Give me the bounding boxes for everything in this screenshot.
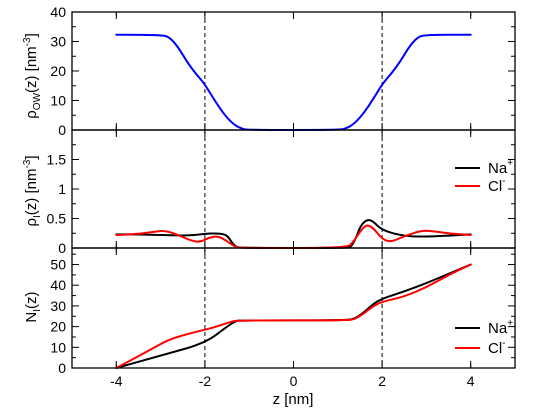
x-tick-label: 2 <box>378 373 386 389</box>
y-label-bot-base: N <box>23 312 40 323</box>
x-axis-label: z [nm] <box>273 391 314 408</box>
legend-cl-name-middle: Cl <box>488 178 502 195</box>
y-tick-label: 50 <box>50 257 66 273</box>
y-label-top-sup: -3 <box>22 37 33 46</box>
y-tick-label: 20 <box>50 63 66 79</box>
series-line-density-0 <box>115 33 472 131</box>
x-ticks-bottom: -4 -2 0 2 4 <box>110 248 475 389</box>
legend-cl-name-bottom: Cl <box>488 340 502 357</box>
series-line-cl-2 <box>115 263 472 369</box>
x-tick-label: 0 <box>290 373 298 389</box>
y-ticks-middle: 0 0.5 1 1.5 <box>47 130 515 256</box>
y-label-top-end: ] <box>23 33 40 37</box>
plot-frame-top <box>71 11 516 131</box>
y-tick-label: 1 <box>58 181 66 197</box>
y-tick-label: 0 <box>58 360 66 376</box>
y-tick-label: 30 <box>50 298 66 314</box>
y-tick-label: 10 <box>50 339 66 355</box>
y-label-mid-base: ρ <box>23 218 40 227</box>
legend-na-sup-bottom: + <box>507 318 513 329</box>
plot-frame-middle <box>71 129 516 249</box>
y-tick-label: 0 <box>58 240 66 256</box>
y-tick-label: 1.5 <box>47 152 67 168</box>
y-axis-label-top: ρOW(z) [nm-3] <box>22 33 43 119</box>
series-group-top <box>115 33 472 131</box>
guide-lines-middle <box>204 130 383 248</box>
y-tick-label: 20 <box>50 319 66 335</box>
y-label-mid-end: ] <box>23 155 40 159</box>
y-tick-label: 0.5 <box>47 211 67 227</box>
guide-lines-top <box>204 12 383 130</box>
legend-label-na-middle: Na+ <box>488 158 513 177</box>
series-group-bottom <box>115 263 472 369</box>
y-label-bot-sub: I <box>32 309 43 312</box>
y-label-bot-mid: (z) <box>23 291 40 309</box>
y-label-mid-sup: -3 <box>22 159 33 168</box>
x-tick-label: -2 <box>199 373 212 389</box>
y-label-top-mid: (z) [nm <box>23 46 40 93</box>
legend-na-sup-middle: + <box>507 158 513 169</box>
y-label-mid-sub: I <box>32 215 43 218</box>
legend-label-cl-bottom: Cl- <box>488 338 506 357</box>
legend-cl-sup-bottom: - <box>502 338 505 349</box>
y-tick-label: 10 <box>50 93 66 109</box>
y-label-mid-mid: (z) [nm <box>23 169 40 216</box>
panel-top: ρOW(z) [nm-3] 0 10 20 30 40 <box>22 4 516 138</box>
y-tick-label: 0 <box>58 122 66 138</box>
legend-na-name-middle: Na <box>488 160 508 177</box>
panel-bottom: NI(z) 0 10 20 30 40 50 -4 -2 0 2 4 Na+ Cl- z [nm] <box>23 247 516 408</box>
y-tick-label: 40 <box>50 4 66 20</box>
y-ticks-bottom: 0 10 20 30 40 50 <box>50 253 515 376</box>
plot-frame-bottom <box>71 247 516 369</box>
legend-cl-sup-middle: - <box>502 176 505 187</box>
x-tick-label: 4 <box>467 373 475 389</box>
legend-bottom: Na+ Cl- <box>455 318 513 357</box>
y-ticks-top: 0 10 20 30 40 <box>50 4 515 138</box>
y-axis-label-middle: ρI(z) [nm-3] <box>22 155 43 226</box>
panel-middle: ρI(z) [nm-3] 0 0.5 1 1.5 Na+ Cl- <box>22 129 516 256</box>
y-tick-label: 30 <box>50 34 66 50</box>
legend-na-name-bottom: Na <box>488 320 508 337</box>
x-tick-label: -4 <box>110 373 123 389</box>
legend-label-na-bottom: Na+ <box>488 318 513 337</box>
legend-label-cl-middle: Cl- <box>488 176 506 195</box>
y-axis-label-bottom: NI(z) <box>23 291 43 322</box>
series-line-na-2 <box>115 263 472 369</box>
y-label-top-sub: OW <box>32 92 43 110</box>
legend-middle: Na+ Cl- <box>455 158 513 195</box>
y-label-top-base: ρ <box>23 110 40 119</box>
guide-lines-bottom <box>204 248 383 368</box>
y-tick-label: 40 <box>50 277 66 293</box>
